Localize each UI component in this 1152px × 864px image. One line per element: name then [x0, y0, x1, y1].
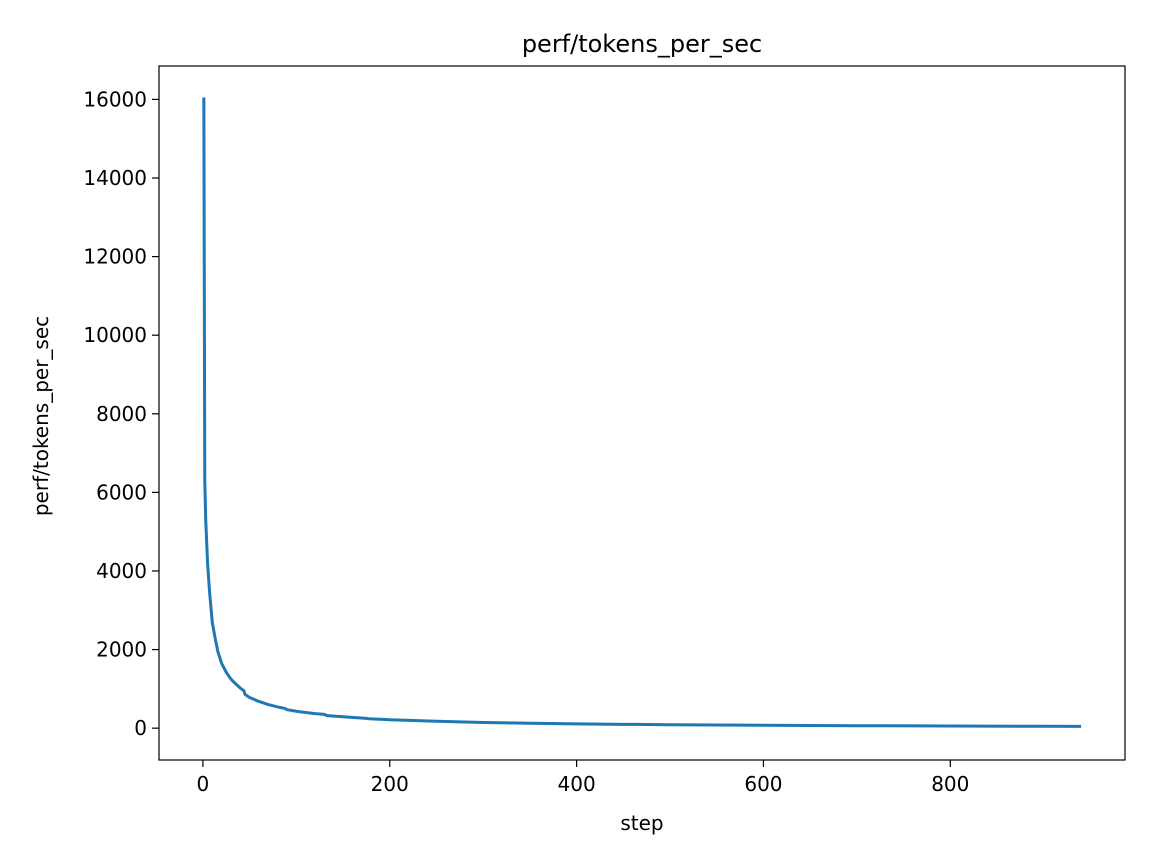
y-tick-label: 10000 [83, 323, 147, 347]
x-axis-title: step [620, 811, 663, 835]
y-tick-label: 2000 [96, 638, 147, 662]
series-line-0 [202, 97, 1082, 728]
plot-area-frame [158, 65, 1126, 761]
y-axis-ticks: 0 2000 4000 6000 8000 10000 12000 14000 16000 [83, 87, 159, 740]
y-tick-label: 14000 [83, 166, 147, 190]
y-tick-label: 4000 [96, 559, 147, 583]
series-layer [202, 97, 1082, 728]
x-axis-ticks: 0 200 400 600 800 [197, 760, 969, 796]
y-axis-title: perf/tokens_per_sec [29, 316, 53, 516]
x-tick-label: 800 [931, 772, 969, 796]
y-tick-label: 16000 [83, 87, 147, 111]
x-tick-label: 200 [371, 772, 409, 796]
y-tick-label: 0 [134, 716, 147, 740]
x-tick-label: 0 [197, 772, 210, 796]
y-tick-label: 8000 [96, 402, 147, 426]
y-tick-label: 6000 [96, 480, 147, 504]
y-tick-label: 12000 [83, 245, 147, 269]
chart-title: perf/tokens_per_sec [522, 30, 762, 58]
x-tick-label: 600 [744, 772, 782, 796]
x-tick-label: 400 [558, 772, 596, 796]
